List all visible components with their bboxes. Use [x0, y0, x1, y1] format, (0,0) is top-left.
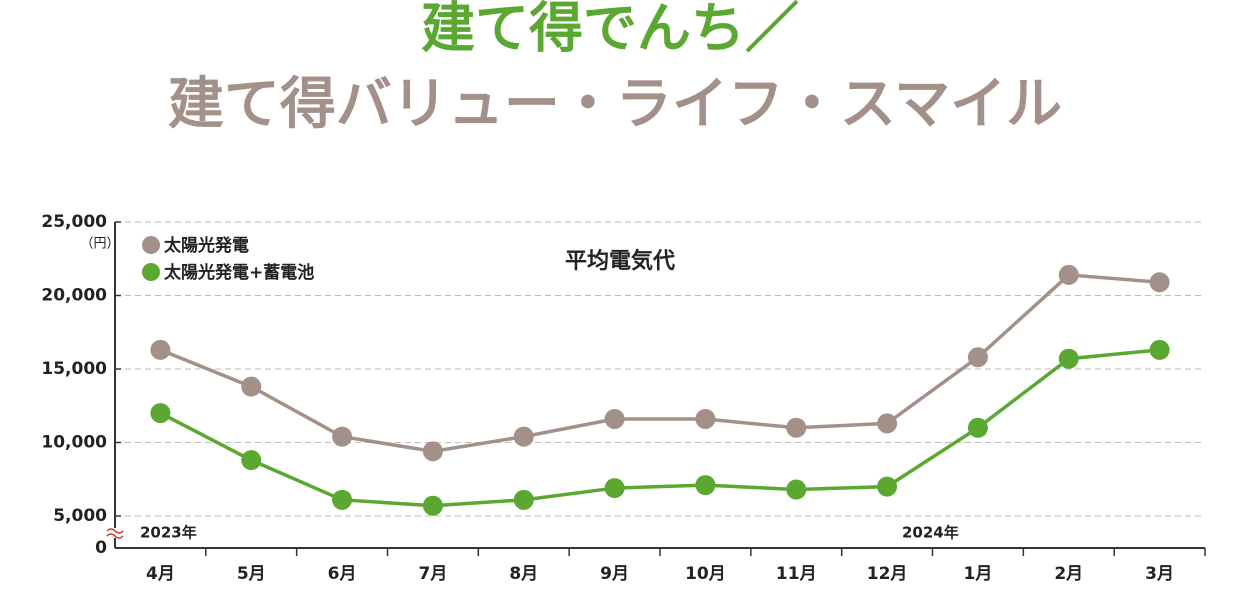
x-tick-label: 10月	[685, 564, 726, 584]
x-tick-label: 2月	[1054, 564, 1083, 584]
point	[1149, 339, 1170, 360]
point	[786, 479, 807, 500]
x-tick-label: 5月	[237, 564, 266, 584]
y-unit: （円）	[80, 237, 119, 252]
legend-marker	[142, 263, 160, 281]
x-tick-label: 9月	[600, 564, 629, 584]
point	[422, 495, 443, 516]
x-tick-label: 12月	[867, 564, 908, 584]
point	[241, 450, 262, 471]
point	[150, 403, 171, 424]
point	[604, 408, 625, 429]
point	[967, 347, 988, 368]
line	[159, 273, 1160, 454]
legend-marker	[142, 236, 160, 254]
title-line2: 建て得バリュー・ライフ・スマイル	[168, 72, 1062, 137]
point	[513, 489, 534, 510]
x-tick-label: 11月	[776, 564, 817, 584]
point	[695, 475, 716, 496]
y-tick-label: 15,000	[41, 359, 107, 379]
point	[877, 413, 898, 434]
point	[695, 408, 716, 429]
line	[159, 348, 1160, 508]
point	[332, 489, 353, 510]
point	[1149, 272, 1170, 293]
point	[422, 441, 443, 462]
x-tick-label: 8月	[509, 564, 538, 584]
title-line1: 建て得でんち／	[421, 0, 799, 60]
point	[332, 426, 353, 447]
year-label: 2024年	[902, 524, 959, 542]
point	[786, 417, 807, 438]
y-tick-label: 0	[95, 538, 107, 558]
y-tick-label: 5,000	[53, 506, 107, 526]
y-tick-label: 10,000	[41, 433, 107, 453]
chart-title: 平均電気代	[565, 248, 675, 274]
y-tick-label: 20,000	[41, 286, 107, 306]
x-tick-label: 7月	[418, 564, 447, 584]
axis-break-bg	[106, 528, 124, 538]
legend-label: 太陽光発電+蓄電池	[164, 262, 314, 283]
point	[877, 476, 898, 497]
point	[513, 426, 534, 447]
legend-label: 太陽光発電	[164, 235, 249, 256]
axis-break	[106, 528, 124, 539]
point	[1058, 348, 1079, 369]
x-tick-label: 4月	[146, 564, 175, 584]
point	[150, 339, 171, 360]
point	[604, 478, 625, 499]
year-label: 2023年	[140, 524, 197, 542]
x-tick-label: 1月	[963, 564, 992, 584]
x-tick-label: 3月	[1145, 564, 1174, 584]
point	[241, 376, 262, 397]
x-tick-label: 6月	[328, 564, 357, 584]
point	[967, 417, 988, 438]
y-tick-label: 25,000	[41, 212, 107, 232]
point	[1058, 264, 1079, 285]
